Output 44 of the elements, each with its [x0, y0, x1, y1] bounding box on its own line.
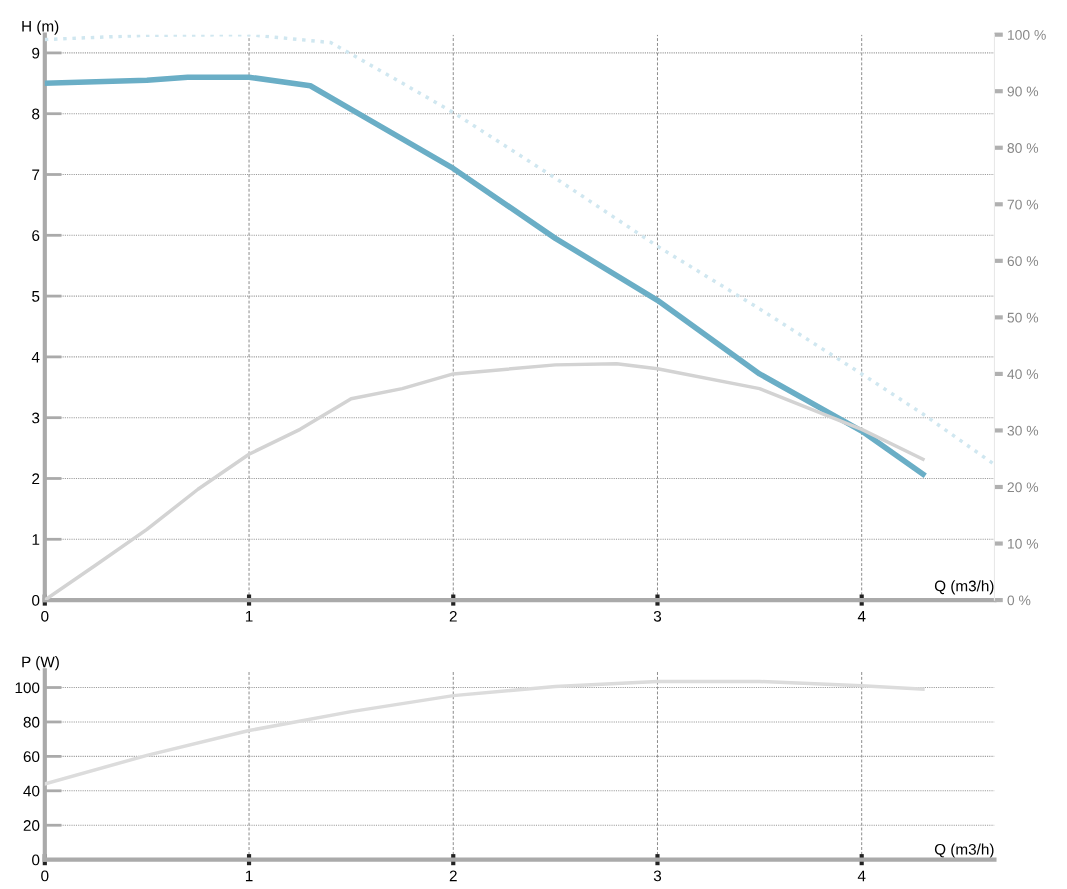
y2-tick-label: 80 %	[1007, 143, 1039, 153]
x-tick-label: 4	[857, 611, 866, 622]
x-tick-label: 2	[449, 610, 457, 622]
x-axis-title: Q (m3/h)	[934, 843, 994, 858]
x-tick-label: 0	[41, 870, 49, 882]
y-tick-label: 7	[32, 169, 40, 181]
x-axis-title: Q (m3/h)	[934, 580, 994, 595]
y-tick-label: 8	[32, 108, 40, 120]
y-tick-label: 60	[23, 751, 40, 763]
y2-tick-label: 70 %	[1007, 199, 1039, 210]
x-tick-label: 3	[653, 870, 662, 882]
y2-tick-label: 50 %	[1007, 312, 1039, 323]
line-series	[44, 679, 925, 786]
y-tick-label: 20	[23, 820, 40, 831]
y2-tick-label: 90 %	[1007, 86, 1039, 97]
y-tick-label: 80	[23, 716, 40, 728]
x-tick-label: 4	[857, 870, 866, 882]
y-axis-title: P (W)	[22, 656, 59, 671]
y-tick-label: 1	[32, 534, 40, 545]
line-series	[44, 362, 925, 601]
y-tick-label: 2	[32, 473, 40, 485]
y-tick-label: 6	[32, 230, 40, 241]
y-tick-label: 0	[32, 594, 40, 606]
line-series	[44, 34, 995, 467]
y-tick-label: 4	[31, 351, 40, 363]
x-tick-label: 3	[653, 610, 662, 622]
y2-tick-label: 0 %	[1007, 595, 1031, 606]
y2-tick-label: 10 %	[1008, 538, 1039, 549]
y2-tick-label: 30 %	[1007, 425, 1039, 436]
y-tick-label: 3	[32, 412, 40, 424]
y-tick-label: 100	[15, 682, 40, 694]
y2-tick-label: 60 %	[1007, 256, 1039, 266]
y2-tick-label: 40 %	[1007, 369, 1039, 380]
y-tick-label: 40	[23, 785, 40, 797]
x-tick-label: 0	[41, 610, 49, 622]
y-axis-title: H (m)	[22, 20, 59, 35]
y-tick-label: 9	[32, 47, 40, 59]
x-tick-label: 1	[245, 870, 253, 882]
y2-tick-label: 20 %	[1007, 482, 1039, 493]
y2-tick-label: 100 %	[1008, 30, 1046, 40]
y-tick-label: 5	[32, 291, 40, 302]
x-tick-label: 2	[449, 870, 457, 882]
x-tick-label: 1	[245, 611, 253, 622]
y-tick-label: 0	[32, 854, 40, 866]
